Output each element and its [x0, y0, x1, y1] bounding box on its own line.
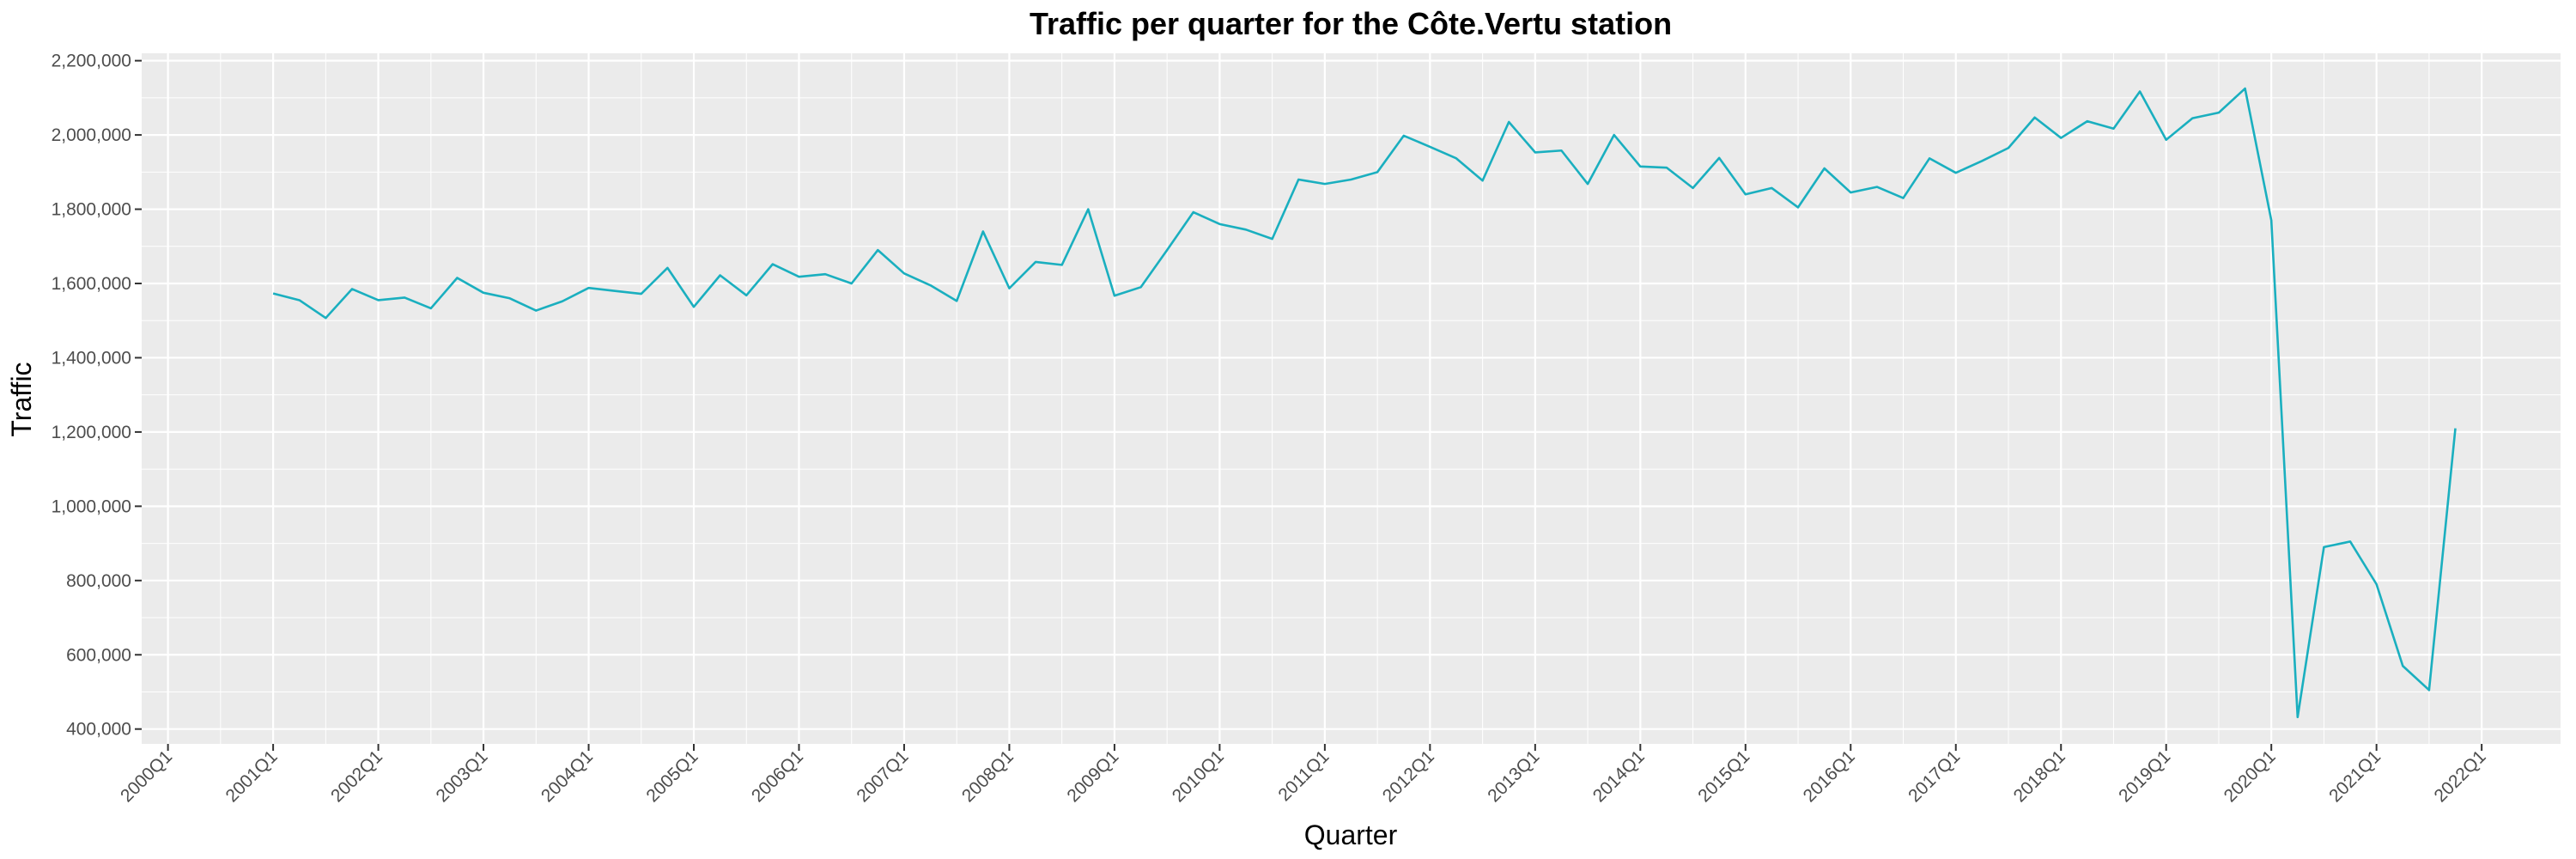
x-tick-label: 2006Q1	[748, 746, 807, 806]
minor-gridlines	[142, 53, 2561, 744]
y-tick-label: 1,200,000	[52, 423, 131, 442]
x-tick-label: 2013Q1	[1484, 746, 1543, 806]
x-tick-label: 2003Q1	[432, 746, 491, 806]
y-tick-label: 1,000,000	[52, 497, 131, 516]
chart-title: Traffic per quarter for the Côte.Vertu s…	[1030, 6, 1672, 41]
x-tick-label: 2012Q1	[1379, 746, 1438, 806]
x-tick-label: 2022Q1	[2431, 746, 2490, 806]
y-axis-title: Traffic	[6, 362, 37, 436]
x-tick-label: 2017Q1	[1905, 746, 1964, 806]
x-tick-label: 2008Q1	[958, 746, 1018, 806]
x-tick-label: 2010Q1	[1169, 746, 1228, 806]
x-tick-label: 2004Q1	[538, 746, 597, 806]
x-tick-label: 2002Q1	[327, 746, 386, 806]
y-tick-label: 800,000	[66, 571, 131, 591]
x-tick-label: 2011Q1	[1274, 746, 1333, 805]
series-line	[272, 87, 2457, 719]
y-tick-label: 2,000,000	[52, 125, 131, 145]
x-axis-title: Quarter	[1304, 819, 1398, 850]
x-tick-label: 2018Q1	[2010, 746, 2069, 806]
x-axis: 2000Q1 2001Q1 2002Q1 2003Q1 2004Q1 2005Q1 2006…	[117, 744, 2490, 806]
plot-panel	[142, 53, 2561, 744]
x-tick-label: 2020Q1	[2221, 746, 2280, 806]
x-tick-label: 2007Q1	[853, 746, 912, 806]
y-tick-label: 400,000	[66, 720, 131, 740]
y-tick-label: 1,600,000	[52, 274, 131, 294]
x-tick-label: 2015Q1	[1694, 746, 1753, 806]
y-tick-label: 1,800,000	[52, 200, 131, 220]
x-tick-label: 2005Q1	[642, 746, 702, 806]
major-gridlines	[142, 53, 2561, 744]
x-tick-label: 2016Q1	[1800, 746, 1859, 806]
x-tick-label: 2009Q1	[1063, 746, 1122, 806]
y-tick-label: 2,200,000	[52, 52, 131, 71]
x-tick-label: 2021Q1	[2325, 746, 2385, 806]
series-layer	[272, 87, 2457, 719]
x-tick-label: 2014Q1	[1589, 746, 1649, 806]
x-tick-label: 2001Q1	[222, 746, 282, 806]
y-axis: 400,000 600,000 800,000 1,000,000 1,200,000 1…	[52, 52, 142, 740]
y-tick-label: 1,400,000	[52, 348, 131, 368]
x-tick-label: 2000Q1	[117, 746, 176, 806]
x-tick-label: 2019Q1	[2115, 746, 2174, 806]
y-tick-label: 600,000	[66, 645, 131, 665]
